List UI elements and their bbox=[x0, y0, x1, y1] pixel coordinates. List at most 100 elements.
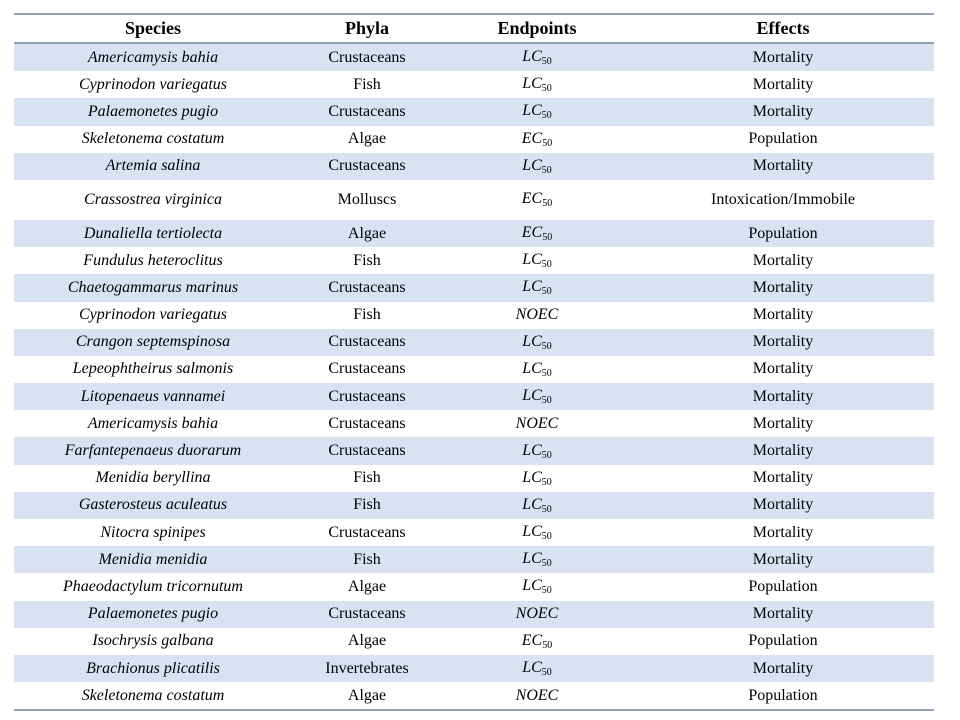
cell-endpoint: NOEC bbox=[442, 301, 632, 329]
endpoint-label: NOEC bbox=[515, 605, 559, 623]
cell-species: Artemia salina bbox=[14, 152, 292, 180]
table-row: Isochrysis galbana Algae EC50 Population bbox=[14, 627, 934, 655]
table-row: Fundulus heteroclitus Fish LC50 Mortality bbox=[14, 247, 934, 275]
cell-endpoint: LC50 bbox=[442, 328, 632, 356]
cell-endpoint: LC50 bbox=[442, 491, 632, 519]
header-effects: Effects bbox=[632, 14, 934, 43]
endpoint-label: LC bbox=[522, 278, 542, 296]
cell-phyla: Fish bbox=[292, 546, 442, 574]
endpoint-label: LC bbox=[522, 387, 542, 405]
cell-species: Palaemonetes pugio bbox=[14, 600, 292, 628]
endpoint-subscript: 50 bbox=[541, 340, 552, 352]
cell-endpoint: LC50 bbox=[442, 573, 632, 601]
cell-effect: Population bbox=[632, 682, 934, 711]
cell-phyla: Algae bbox=[292, 573, 442, 601]
cell-effect: Mortality bbox=[632, 464, 934, 492]
endpoint-subscript: 50 bbox=[542, 137, 553, 149]
table-row: Farfantepenaeus duorarum Crustaceans LC50 M… bbox=[14, 437, 934, 465]
cell-effect: Mortality bbox=[632, 546, 934, 574]
cell-species: Menidia menidia bbox=[14, 546, 292, 574]
cell-effect: Intoxication/Immobile bbox=[632, 179, 934, 220]
cell-phyla: Algae bbox=[292, 125, 442, 153]
endpoint-label: NOEC bbox=[515, 686, 559, 704]
cell-phyla: Crustaceans bbox=[292, 383, 442, 411]
cell-phyla: Crustaceans bbox=[292, 328, 442, 356]
cell-endpoint: LC50 bbox=[442, 464, 632, 492]
cell-effect: Mortality bbox=[632, 437, 934, 465]
cell-endpoint: EC50 bbox=[442, 627, 632, 655]
cell-effect: Mortality bbox=[632, 355, 934, 384]
table-row: Skeletonema costatum Algae EC50 Population bbox=[14, 125, 934, 153]
endpoint-subscript: 50 bbox=[542, 198, 553, 210]
endpoint-label: LC bbox=[522, 441, 542, 459]
cell-endpoint: EC50 bbox=[442, 179, 632, 220]
endpoint-label: LC bbox=[522, 550, 542, 568]
endpoint-label: LC bbox=[522, 577, 542, 595]
cell-phyla: Invertebrates bbox=[292, 654, 442, 683]
table-row: Nitocra spinipes Crustaceans LC50 Mortality bbox=[14, 519, 934, 547]
cell-phyla: Crustaceans bbox=[292, 519, 442, 547]
endpoint-label: EC bbox=[521, 129, 543, 147]
cell-effect: Mortality bbox=[632, 410, 934, 438]
table-row: Lepeophtheirus salmonis Crustaceans LC50 Mo… bbox=[14, 355, 934, 384]
cell-species: Dunaliella tertiolecta bbox=[14, 219, 292, 248]
table-row: Americamysis bahia Crustaceans NOEC Mortali… bbox=[14, 410, 934, 438]
cell-phyla: Fish bbox=[292, 464, 442, 492]
endpoint-subscript: 50 bbox=[541, 286, 552, 298]
endpoint-label: LC bbox=[522, 523, 542, 541]
cell-species: Litopenaeus vannamei bbox=[14, 383, 292, 411]
table-row: Gasterosteus aculeatus Fish LC50 Mortality bbox=[14, 491, 934, 519]
cell-species: Crangon septemspinosa bbox=[14, 328, 292, 356]
endpoint-subscript: 50 bbox=[541, 83, 552, 95]
endpoint-label: EC bbox=[521, 631, 543, 649]
cell-endpoint: LC50 bbox=[442, 43, 632, 72]
cell-effect: Mortality bbox=[632, 71, 934, 99]
cell-endpoint: LC50 bbox=[442, 437, 632, 465]
cell-effect: Mortality bbox=[632, 383, 934, 411]
cell-effect: Mortality bbox=[632, 301, 934, 329]
table-row: Dunaliella tertiolecta Algae EC50 Populatio… bbox=[14, 219, 934, 248]
cell-species: Cyprinodon variegatus bbox=[14, 71, 292, 99]
cell-species: Americamysis bahia bbox=[14, 43, 292, 72]
endpoint-label: NOEC bbox=[515, 414, 559, 432]
cell-species: Americamysis bahia bbox=[14, 410, 292, 438]
cell-phyla: Fish bbox=[292, 301, 442, 329]
cell-phyla: Crustaceans bbox=[292, 98, 442, 126]
cell-effect: Mortality bbox=[632, 274, 934, 302]
cell-phyla: Crustaceans bbox=[292, 437, 442, 465]
cell-phyla: Crustaceans bbox=[292, 600, 442, 628]
cell-endpoint: EC50 bbox=[442, 219, 632, 248]
table-header: Species Phyla Endpoints Effects bbox=[14, 14, 934, 43]
cell-phyla: Crustaceans bbox=[292, 410, 442, 438]
header-row: Species Phyla Endpoints Effects bbox=[14, 14, 934, 43]
endpoint-subscript: 50 bbox=[541, 367, 552, 379]
endpoint-label: LC bbox=[522, 102, 542, 120]
table-row: Cyprinodon variegatus Fish LC50 Mortality bbox=[14, 71, 934, 99]
cell-effect: Mortality bbox=[632, 491, 934, 519]
header-endpoints: Endpoints bbox=[442, 14, 632, 43]
endpoint-subscript: 50 bbox=[542, 639, 553, 651]
cell-species: Menidia beryllina bbox=[14, 464, 292, 492]
table-row: Americamysis bahia Crustaceans LC50 Mortali… bbox=[14, 43, 934, 72]
endpoint-label: LC bbox=[522, 156, 542, 174]
endpoint-subscript: 50 bbox=[541, 558, 552, 570]
cell-endpoint: EC50 bbox=[442, 125, 632, 153]
cell-endpoint: LC50 bbox=[442, 383, 632, 411]
cell-species: Fundulus heteroclitus bbox=[14, 247, 292, 275]
cell-species: Cyprinodon variegatus bbox=[14, 301, 292, 329]
cell-species: Skeletonema costatum bbox=[14, 125, 292, 153]
cell-endpoint: LC50 bbox=[442, 71, 632, 99]
header-species: Species bbox=[14, 14, 292, 43]
endpoint-subscript: 50 bbox=[541, 449, 552, 461]
cell-effect: Population bbox=[632, 125, 934, 153]
cell-phyla: Crustaceans bbox=[292, 274, 442, 302]
endpoint-label: LC bbox=[522, 48, 542, 66]
endpoint-label: LC bbox=[522, 359, 542, 377]
table-row: Menidia menidia Fish LC50 Mortality bbox=[14, 546, 934, 574]
cell-phyla: Algae bbox=[292, 627, 442, 655]
toxicity-table-container: Species Phyla Endpoints Effects Americam… bbox=[14, 13, 934, 711]
table-row: Brachionus plicatilis Invertebrates LC50 Mo… bbox=[14, 654, 934, 683]
cell-species: Brachionus plicatilis bbox=[14, 654, 292, 683]
cell-endpoint: NOEC bbox=[442, 682, 632, 711]
table-row: Skeletonema costatum Algae NOEC Population bbox=[14, 682, 934, 711]
